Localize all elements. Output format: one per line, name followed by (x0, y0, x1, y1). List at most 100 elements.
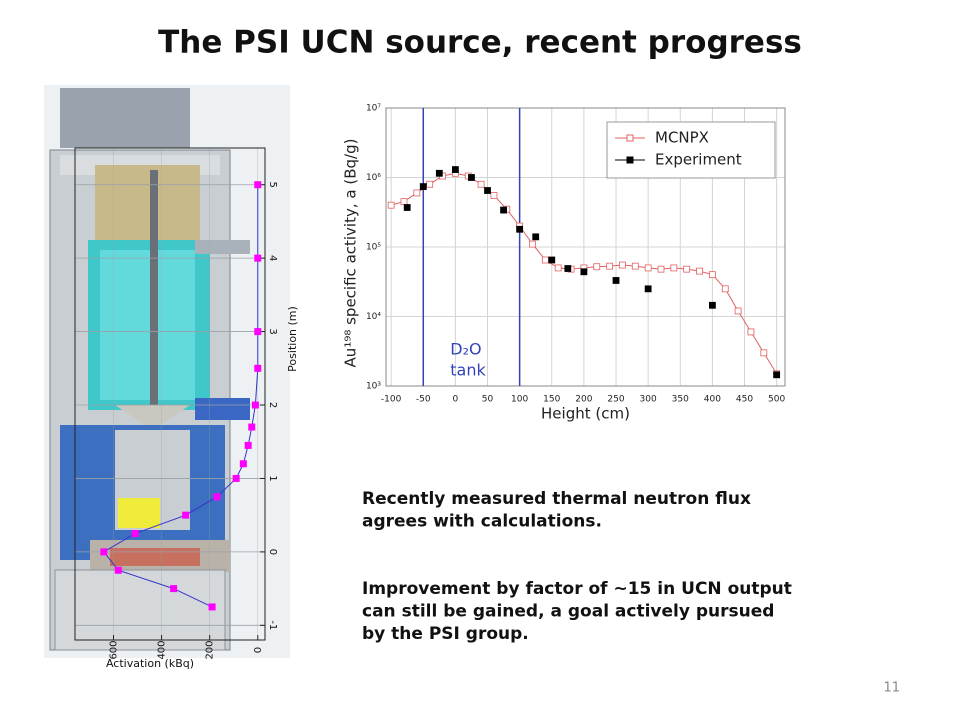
data-point (721, 285, 729, 293)
data-point (708, 271, 716, 279)
data-point (644, 285, 652, 293)
y-axis-label: Au¹⁹⁸ specific activity, a (Bq/g) (342, 139, 360, 368)
x-tick-label: 400 (157, 640, 168, 659)
data-point (468, 174, 475, 181)
y-tick-label: 0 (267, 549, 278, 555)
x-tick-label: 400 (704, 395, 721, 405)
legend-swatch (626, 156, 634, 164)
slide-title: The PSI UCN source, recent progress (158, 25, 802, 61)
data-point (619, 261, 626, 269)
data-point (532, 233, 540, 241)
data-point (612, 277, 620, 284)
y-tick-label: 5 (267, 182, 278, 188)
x-tick-label: 50 (482, 395, 494, 405)
plot-frame (385, 107, 786, 387)
data-point (747, 328, 755, 336)
x-tick-label: 500 (768, 395, 785, 405)
x-tick-label: 100 (511, 395, 528, 405)
legend-label: MCNPX (655, 129, 709, 147)
series-line (103, 184, 259, 608)
data-point (400, 198, 408, 206)
cryostat-drawing (44, 85, 290, 658)
annotation: D₂O (450, 340, 481, 359)
y-tick-label: 4 (267, 255, 278, 261)
x-tick-label: 600 (108, 640, 119, 659)
data-point (490, 192, 498, 199)
x-tick-label: 200 (205, 640, 216, 659)
data-point (631, 262, 639, 270)
data-point (529, 240, 536, 248)
paragraph: Improvement by factor of ~15 in UCN outp… (362, 579, 792, 644)
data-point (657, 265, 665, 273)
data-point (254, 181, 262, 189)
data-point (593, 263, 601, 271)
data-point (254, 328, 262, 336)
data-point (251, 401, 259, 409)
data-point (644, 264, 652, 272)
data-point (516, 225, 524, 233)
data-point (773, 371, 781, 379)
data-point (708, 301, 716, 309)
data-point (670, 264, 678, 272)
y-axis-label: Position (m) (286, 306, 299, 372)
x-tick-label: 350 (672, 395, 689, 405)
data-point (114, 566, 122, 574)
y-tick-label: 10⁷ (366, 104, 381, 114)
data-point (683, 265, 691, 273)
plot-frame (74, 147, 266, 641)
x-tick-label: -100 (381, 395, 402, 405)
legend-label: Experiment (655, 151, 742, 169)
x-tick-label: 450 (736, 395, 753, 405)
annotation: tank (450, 361, 486, 380)
x-axis-label: Height (cm) (541, 405, 630, 423)
x-tick-label: 200 (575, 395, 592, 405)
data-point (387, 201, 395, 209)
data-point (248, 423, 256, 431)
page-number: 11 (883, 681, 900, 696)
data-point (435, 169, 443, 177)
x-tick-label: 0 (453, 395, 459, 405)
x-tick-label: 300 (640, 395, 657, 405)
data-point (208, 603, 216, 611)
data-point (500, 206, 507, 214)
x-tick-label: 250 (607, 395, 624, 405)
data-point (254, 254, 262, 262)
data-point (564, 265, 572, 272)
y-tick-label: 10³ (366, 382, 381, 392)
data-point (606, 262, 613, 270)
data-point (403, 204, 411, 211)
y-tick-label: 10⁵ (366, 243, 381, 253)
legend-box (606, 121, 776, 179)
data-point (451, 166, 459, 173)
data-point (419, 183, 427, 190)
x-tick-label: 0 (253, 647, 264, 653)
data-point (541, 256, 549, 264)
data-point (734, 307, 742, 315)
x-tick-label: 150 (543, 395, 560, 405)
paragraph: Recently measured thermal neutron flux ag… (362, 489, 751, 532)
x-tick-label: -50 (416, 395, 431, 405)
data-point (696, 267, 703, 275)
data-point (413, 189, 421, 197)
y-tick-label: -1 (267, 620, 278, 630)
data-point (213, 493, 221, 501)
y-tick-label: 10⁶ (366, 173, 381, 183)
data-point (182, 511, 190, 519)
data-point (170, 585, 178, 593)
y-tick-label: 2 (267, 402, 278, 408)
data-point (254, 364, 262, 372)
y-tick-label: 1 (267, 475, 278, 481)
data-point (131, 530, 139, 538)
data-point (239, 460, 247, 468)
data-point (554, 264, 562, 272)
data-point (232, 474, 240, 482)
data-point (484, 187, 491, 194)
data-point (426, 180, 434, 188)
data-point (580, 268, 588, 276)
data-point (477, 180, 485, 188)
data-point (760, 349, 768, 357)
data-point (548, 256, 556, 264)
y-tick-label: 3 (267, 328, 278, 334)
legend-swatch (626, 134, 634, 142)
